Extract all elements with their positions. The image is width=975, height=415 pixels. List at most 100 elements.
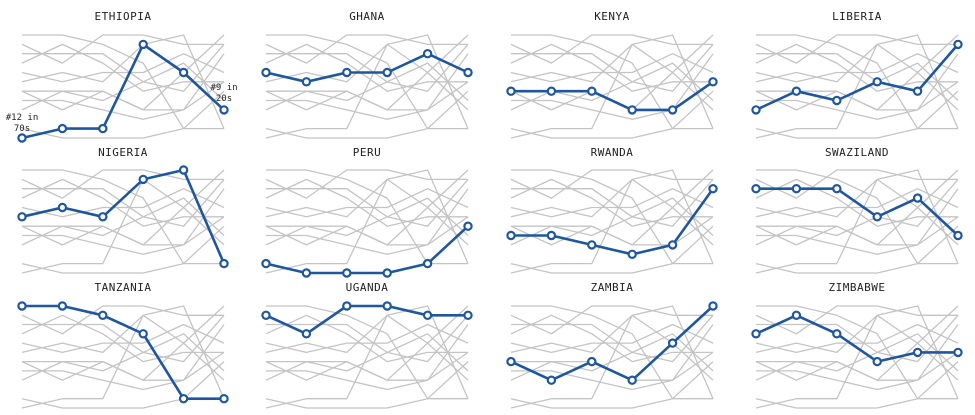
background-line-liberia	[21, 178, 225, 246]
background-line-tanzania	[266, 169, 468, 265]
background-line-peru	[21, 90, 225, 139]
data-point	[506, 356, 516, 367]
data-point	[17, 301, 27, 311]
background-line-tanzania	[22, 169, 224, 265]
background-line-zambia	[21, 34, 225, 111]
background-line-uganda	[510, 34, 713, 64]
background-line-nigeria	[755, 305, 959, 399]
background-line-peru	[510, 225, 714, 274]
data-point	[261, 310, 271, 320]
background-line-ghana	[265, 188, 469, 218]
background-line-peru	[755, 90, 959, 139]
background-line-rwanda	[511, 53, 714, 120]
background-line-zambia	[21, 305, 225, 381]
panel-kenya: KENYA	[506, 10, 718, 139]
background-line-ethiopia	[21, 314, 225, 409]
data-point	[506, 86, 516, 96]
data-point	[422, 258, 433, 269]
data-point	[953, 39, 963, 50]
panel-zambia: ZAMBIA	[506, 281, 718, 409]
data-point	[587, 356, 597, 367]
background-line-tanzania	[756, 34, 958, 130]
background-line-zambia	[755, 305, 959, 381]
background-line-uganda	[755, 34, 958, 64]
background-line-zimbabwe	[265, 178, 468, 227]
panel-title-tanzania: TANZANIA	[95, 281, 152, 294]
background-line-zimbabwe	[21, 178, 224, 227]
data-point	[57, 123, 68, 134]
panel-uganda: UGANDA	[261, 281, 473, 409]
data-point	[872, 356, 882, 367]
background-line-uganda	[755, 305, 958, 335]
panel-title-ethiopia: ETHIOPIA	[95, 10, 152, 23]
data-point	[546, 375, 557, 385]
panel-title-liberia: LIBERIA	[832, 10, 882, 23]
background-line-ghana	[21, 53, 225, 83]
background-line-liberia	[510, 314, 714, 381]
background-line-rwanda	[756, 324, 959, 391]
annotation-label: #9 in 20s	[210, 83, 237, 104]
data-point	[342, 268, 352, 278]
data-point	[219, 105, 229, 115]
background-line-peru	[510, 90, 714, 139]
background-line-uganda	[21, 34, 224, 64]
series-line-uganda	[265, 304, 468, 336]
data-point	[832, 183, 842, 194]
data-point	[382, 268, 392, 278]
panel-ethiopia: ETHIOPIA #12 in 70s #9 in 20s	[6, 10, 238, 143]
data-point	[708, 301, 718, 311]
panel-title-zambia: ZAMBIA	[591, 281, 634, 294]
data-point	[138, 329, 148, 339]
background-line-zambia	[265, 305, 469, 381]
data-point	[667, 240, 678, 250]
background-line-rwanda	[22, 188, 225, 255]
background-line-ethiopia	[755, 43, 959, 139]
series-line-swaziland	[756, 187, 959, 237]
background-line-rwanda	[266, 188, 469, 255]
series-line-ethiopia	[21, 43, 225, 140]
background-line-ghana	[265, 323, 469, 354]
data-point	[57, 202, 68, 213]
background-line-zimbabwe	[265, 314, 468, 363]
background-line-tanzania	[511, 305, 713, 400]
background-line-liberia	[265, 178, 469, 246]
panel-title-swaziland: SWAZILAND	[825, 146, 889, 159]
background-line-ghana	[755, 323, 959, 354]
background-line-rwanda	[756, 188, 959, 255]
data-point	[667, 105, 678, 115]
data-point	[178, 165, 189, 175]
background-line-ghana	[755, 53, 959, 83]
data-point	[627, 375, 637, 385]
data-point	[953, 230, 963, 241]
background-line-tanzania	[511, 169, 713, 265]
background-line-nigeria	[755, 34, 959, 129]
background-line-peru	[265, 361, 469, 409]
data-point	[751, 329, 761, 339]
background-line-peru	[755, 225, 959, 274]
background-line-swaziland	[22, 188, 225, 236]
series-line-tanzania	[22, 304, 224, 401]
background-line-tanzania	[511, 34, 713, 130]
data-point	[791, 183, 802, 194]
data-point	[667, 338, 678, 348]
data-point	[506, 230, 516, 241]
background-line-swaziland	[266, 323, 469, 372]
data-point	[382, 301, 392, 311]
background-line-zimbabwe	[755, 178, 958, 227]
data-point	[912, 347, 923, 358]
data-point	[587, 86, 597, 96]
data-point	[342, 67, 352, 78]
background-line-peru	[21, 225, 225, 274]
background-line-nigeria	[510, 169, 714, 264]
background-line-ethiopia	[265, 43, 469, 139]
background-line-peru	[265, 90, 469, 139]
data-point	[708, 77, 718, 87]
background-line-ethiopia	[265, 314, 469, 409]
background-line-uganda	[21, 169, 224, 199]
background-line-swaziland	[22, 323, 225, 372]
background-line-swaziland	[22, 53, 225, 101]
panel-title-peru: PERU	[353, 146, 382, 159]
background-line-uganda	[21, 305, 224, 335]
data-point	[751, 105, 761, 115]
panel-peru: PERU	[261, 146, 473, 278]
